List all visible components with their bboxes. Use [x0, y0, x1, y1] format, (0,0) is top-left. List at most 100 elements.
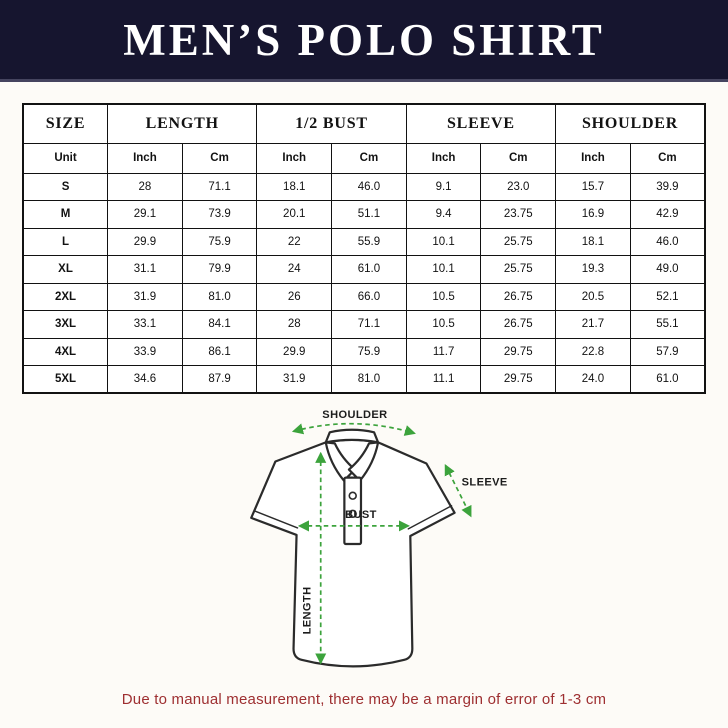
- value-cell: 28: [256, 310, 333, 339]
- value-cell: 10.5: [405, 310, 482, 339]
- value-cell: 29.1: [107, 200, 183, 229]
- unit-header: Inch: [555, 142, 631, 174]
- value-cell: 26.75: [480, 310, 557, 339]
- value-cell: 22.8: [555, 337, 631, 366]
- value-cell: 49.0: [629, 255, 706, 284]
- value-cell: 31.9: [256, 365, 333, 394]
- value-cell: 16.9: [555, 200, 631, 229]
- value-cell: 55.9: [331, 227, 407, 256]
- column-group-header: 1/2 BUST: [256, 103, 407, 144]
- unit-header: Cm: [480, 142, 557, 174]
- table-row: S 28 71.1 18.1 46.0 9.1 23.0 15.7 39.9: [22, 172, 706, 201]
- table-row: M 29.1 73.9 20.1 51.1 9.4 23.75 16.9 42.9: [22, 200, 706, 229]
- value-cell: 15.7: [555, 172, 631, 201]
- shoulder-label: SHOULDER: [322, 409, 387, 421]
- value-cell: 22: [256, 227, 333, 256]
- polo-shirt-diagram: SHOULDER SLEEVE BUST LENGTH: [250, 409, 507, 668]
- value-cell: 66.0: [331, 282, 407, 311]
- unit-header: Inch: [405, 142, 482, 174]
- value-cell: 20.1: [256, 200, 333, 229]
- value-cell: 79.9: [181, 255, 258, 284]
- value-cell: 10.1: [405, 227, 482, 256]
- value-cell: 61.0: [331, 255, 407, 284]
- measurement-diagram-section: SHOULDER SLEEVE BUST LENGTH: [0, 399, 728, 681]
- unit-header: Inch: [256, 142, 333, 174]
- size-chart-table: SIZE LENGTH 1/2 BUST SLEEVE SHOULDER Unit Inc…: [22, 103, 706, 394]
- size-cell: M: [22, 200, 109, 229]
- column-group-header: SHOULDER: [555, 103, 706, 144]
- value-cell: 46.0: [629, 227, 706, 256]
- size-cell: 5XL: [22, 365, 109, 394]
- value-cell: 18.1: [555, 227, 631, 256]
- table-row: L 29.9 75.9 22 55.9 10.1 25.75 18.1 46.0: [22, 227, 706, 256]
- value-cell: 11.7: [405, 337, 482, 366]
- column-group-header: LENGTH: [107, 103, 258, 144]
- value-cell: 29.75: [480, 365, 557, 394]
- value-cell: 28: [107, 172, 183, 201]
- value-cell: 71.1: [181, 172, 258, 201]
- value-cell: 26: [256, 282, 333, 311]
- value-cell: 9.4: [405, 200, 482, 229]
- polo-shirt-outline-icon: [250, 428, 456, 668]
- unit-row: Unit Inch Cm Inch Cm Inch Cm Inch Cm: [22, 142, 706, 174]
- value-cell: 52.1: [629, 282, 706, 311]
- unit-header: Cm: [629, 142, 706, 174]
- column-group-row: SIZE LENGTH 1/2 BUST SLEEVE SHOULDER: [22, 103, 706, 144]
- value-cell: 26.75: [480, 282, 557, 311]
- value-cell: 84.1: [181, 310, 258, 339]
- disclaimer-note: Due to manual measurement, there may be …: [121, 691, 607, 708]
- value-cell: 23.75: [480, 200, 557, 229]
- size-chart-body: S 28 71.1 18.1 46.0 9.1 23.0 15.7 39.9 M 29.1 73.9 2…: [22, 172, 706, 394]
- value-cell: 29.9: [256, 337, 333, 366]
- value-cell: 24.0: [555, 365, 631, 394]
- value-cell: 61.0: [629, 365, 706, 394]
- table-row: XL 31.1 79.9 24 61.0 10.1 25.75 19.3 49.0: [22, 255, 706, 284]
- unit-header: Cm: [331, 142, 407, 174]
- size-cell: 4XL: [22, 337, 109, 366]
- table-row: 2XL 31.9 81.0 26 66.0 10.5 26.75 20.5 52.1: [22, 282, 706, 311]
- value-cell: 73.9: [181, 200, 258, 229]
- value-cell: 10.5: [405, 282, 482, 311]
- value-cell: 86.1: [181, 337, 258, 366]
- sleeve-measure-arrow: [444, 464, 472, 518]
- value-cell: 29.75: [480, 337, 557, 366]
- value-cell: 71.1: [331, 310, 407, 339]
- size-chart-section: SIZE LENGTH 1/2 BUST SLEEVE SHOULDER Unit Inc…: [22, 103, 706, 394]
- value-cell: 33.1: [107, 310, 183, 339]
- value-cell: 81.0: [181, 282, 258, 311]
- size-cell: S: [22, 172, 109, 201]
- value-cell: 25.75: [480, 255, 557, 284]
- unit-header: Cm: [181, 142, 258, 174]
- value-cell: 75.9: [331, 337, 407, 366]
- value-cell: 55.1: [629, 310, 706, 339]
- value-cell: 21.7: [555, 310, 631, 339]
- size-cell: L: [22, 227, 109, 256]
- value-cell: 87.9: [181, 365, 258, 394]
- value-cell: 11.1: [405, 365, 482, 394]
- value-cell: 19.3: [555, 255, 631, 284]
- value-cell: 20.5: [555, 282, 631, 311]
- table-row: 3XL 33.1 84.1 28 71.1 10.5 26.75 21.7 55.1: [22, 310, 706, 339]
- value-cell: 24: [256, 255, 333, 284]
- bust-label: BUST: [345, 509, 377, 521]
- unit-header: Inch: [107, 142, 183, 174]
- table-row: 4XL 33.9 86.1 29.9 75.9 11.7 29.75 22.8 57.9: [22, 337, 706, 366]
- page-header: MEN’S POLO SHIRT: [0, 0, 728, 82]
- page-title: MEN’S POLO SHIRT: [123, 14, 605, 65]
- table-row: 5XL 34.6 87.9 31.9 81.0 11.1 29.75 24.0 61.0: [22, 365, 706, 394]
- column-group-header: SIZE: [22, 103, 109, 144]
- value-cell: 57.9: [629, 337, 706, 366]
- value-cell: 31.1: [107, 255, 183, 284]
- value-cell: 42.9: [629, 200, 706, 229]
- unit-header: Unit: [22, 142, 109, 174]
- value-cell: 18.1: [256, 172, 333, 201]
- value-cell: 10.1: [405, 255, 482, 284]
- value-cell: 34.6: [107, 365, 183, 394]
- value-cell: 23.0: [480, 172, 557, 201]
- size-cell: XL: [22, 255, 109, 284]
- value-cell: 9.1: [405, 172, 482, 201]
- length-label: LENGTH: [302, 587, 314, 635]
- column-group-header: SLEEVE: [405, 103, 557, 144]
- value-cell: 51.1: [331, 200, 407, 229]
- shoulder-measure-arrow: [291, 422, 416, 436]
